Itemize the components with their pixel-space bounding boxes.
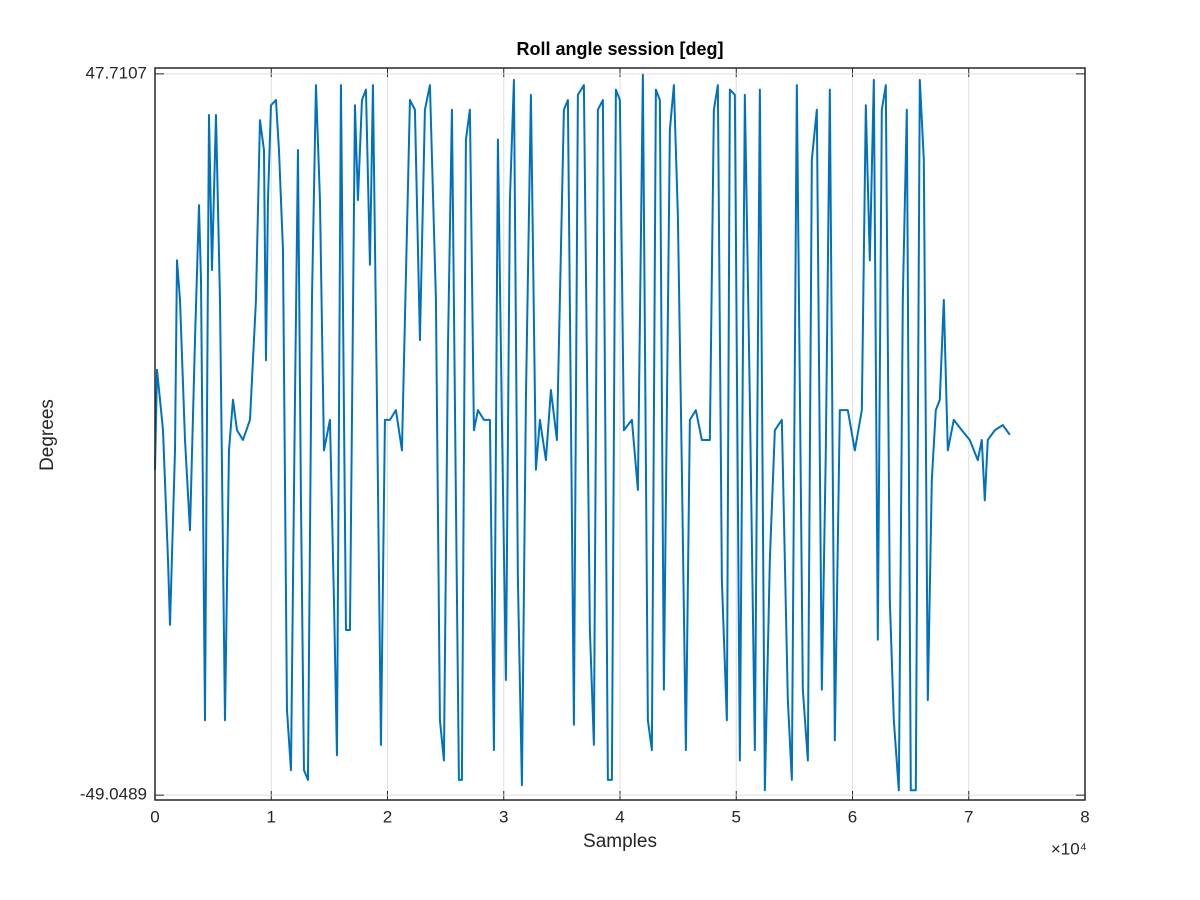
data-line (154, 73, 1011, 792)
chart-title: Roll angle session [deg] (516, 39, 723, 59)
axes-box (154, 67, 1086, 801)
x-tick-label: 8 (1080, 807, 1089, 826)
x-tick-label: 1 (267, 807, 276, 826)
x-tick-label: 5 (732, 807, 741, 826)
x-axis-label: Samples (583, 831, 657, 852)
x-tick-label: 2 (383, 807, 392, 826)
y-tick-label: 47.7107 (86, 63, 147, 82)
x-tick-label: 0 (150, 807, 159, 826)
x-tick-label: 4 (615, 807, 624, 826)
x-tick-label: 3 (499, 807, 508, 826)
x-tick-label: 6 (848, 807, 857, 826)
x-tick-label: 7 (964, 807, 973, 826)
x-exponent-label: ×10⁴ (1051, 839, 1087, 858)
y-tick-label: -49.0489 (80, 785, 147, 804)
y-axis-label: Degrees (37, 399, 58, 471)
